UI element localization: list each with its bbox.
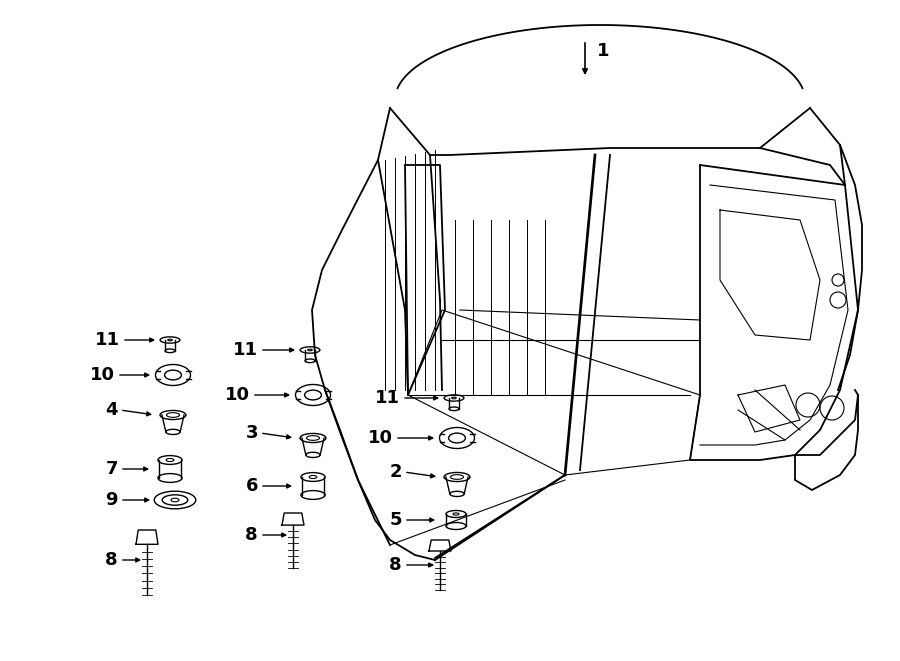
Text: 10: 10 <box>225 386 250 404</box>
Text: 1: 1 <box>597 42 609 60</box>
Text: 3: 3 <box>246 424 258 442</box>
Text: 11: 11 <box>95 331 120 349</box>
Text: 11: 11 <box>375 389 400 407</box>
Text: 2: 2 <box>390 463 402 481</box>
Text: 10: 10 <box>90 366 115 384</box>
Text: 11: 11 <box>233 341 258 359</box>
Text: 8: 8 <box>246 526 258 544</box>
Text: 9: 9 <box>105 491 118 509</box>
Text: 8: 8 <box>390 556 402 574</box>
Text: 10: 10 <box>368 429 393 447</box>
Text: 5: 5 <box>390 511 402 529</box>
Text: 7: 7 <box>105 460 118 478</box>
Text: 8: 8 <box>105 551 118 569</box>
Text: 4: 4 <box>105 401 118 419</box>
Text: 6: 6 <box>246 477 258 495</box>
